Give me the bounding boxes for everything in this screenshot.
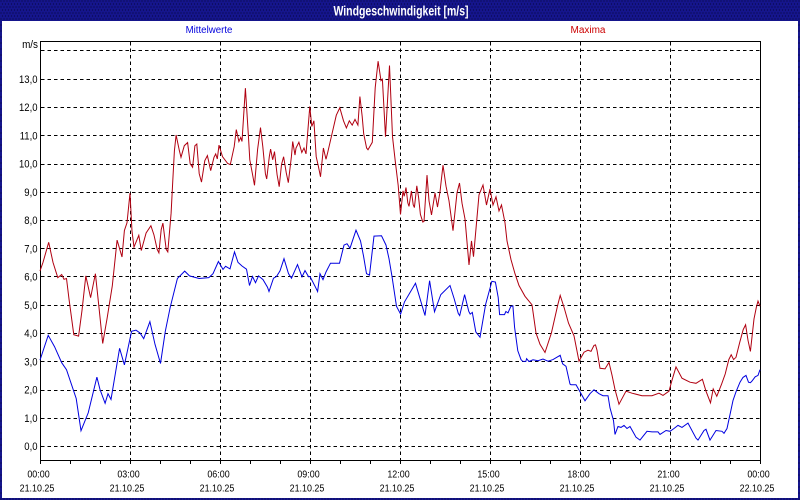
svg-text:13,0: 13,0 (19, 74, 38, 86)
svg-text:8,0: 8,0 (24, 216, 37, 228)
svg-text:12:00: 12:00 (387, 469, 410, 481)
svg-text:21.10.25: 21.10.25 (20, 483, 55, 495)
svg-text:18:00: 18:00 (567, 469, 590, 481)
svg-text:21.10.25: 21.10.25 (650, 483, 685, 495)
svg-text:00:00: 00:00 (747, 469, 770, 481)
svg-text:10,0: 10,0 (19, 159, 38, 171)
svg-text:22.10.25: 22.10.25 (740, 483, 775, 495)
svg-text:09:00: 09:00 (297, 469, 320, 481)
svg-text:12,0: 12,0 (19, 103, 38, 115)
svg-text:6,0: 6,0 (24, 272, 37, 284)
svg-text:21.10.25: 21.10.25 (470, 483, 505, 495)
svg-text:5,0: 5,0 (24, 300, 37, 312)
svg-text:m/s: m/s (22, 40, 38, 52)
svg-text:9,0: 9,0 (24, 187, 37, 199)
svg-text:21.10.25: 21.10.25 (200, 483, 235, 495)
svg-text:7,0: 7,0 (24, 244, 37, 256)
svg-text:21.10.25: 21.10.25 (110, 483, 145, 495)
svg-text:15:00: 15:00 (477, 469, 500, 481)
svg-text:0,0: 0,0 (24, 442, 37, 454)
svg-text:00:00: 00:00 (27, 469, 50, 481)
svg-text:06:00: 06:00 (207, 469, 230, 481)
svg-text:03:00: 03:00 (117, 469, 140, 481)
svg-text:21.10.25: 21.10.25 (290, 483, 325, 495)
svg-text:Windgeschwindigkeit [m/s]: Windgeschwindigkeit [m/s] (333, 3, 468, 19)
svg-text:4,0: 4,0 (24, 329, 37, 341)
svg-text:Maxima: Maxima (570, 25, 605, 36)
svg-text:2,0: 2,0 (24, 385, 37, 397)
svg-text:Mittelwerte: Mittelwerte (186, 25, 233, 36)
svg-text:1,0: 1,0 (24, 413, 37, 425)
svg-text:3,0: 3,0 (24, 357, 37, 369)
svg-text:21.10.25: 21.10.25 (560, 483, 595, 495)
svg-text:21.10.25: 21.10.25 (380, 483, 415, 495)
svg-text:21:00: 21:00 (657, 469, 680, 481)
svg-text:11,0: 11,0 (20, 131, 38, 143)
